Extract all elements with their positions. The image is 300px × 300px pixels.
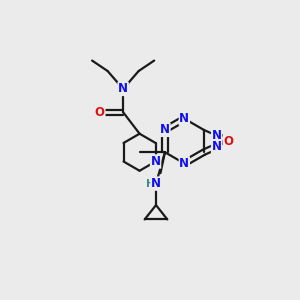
Text: H: H — [146, 178, 155, 189]
Text: O: O — [95, 106, 105, 119]
Text: N: N — [160, 123, 170, 136]
Text: N: N — [151, 177, 161, 190]
Text: N: N — [212, 140, 222, 153]
Text: N: N — [118, 82, 128, 95]
Text: N: N — [212, 129, 222, 142]
Text: N: N — [151, 155, 160, 168]
Text: N: N — [179, 112, 189, 125]
Text: N: N — [179, 157, 189, 170]
Text: O: O — [224, 134, 233, 148]
